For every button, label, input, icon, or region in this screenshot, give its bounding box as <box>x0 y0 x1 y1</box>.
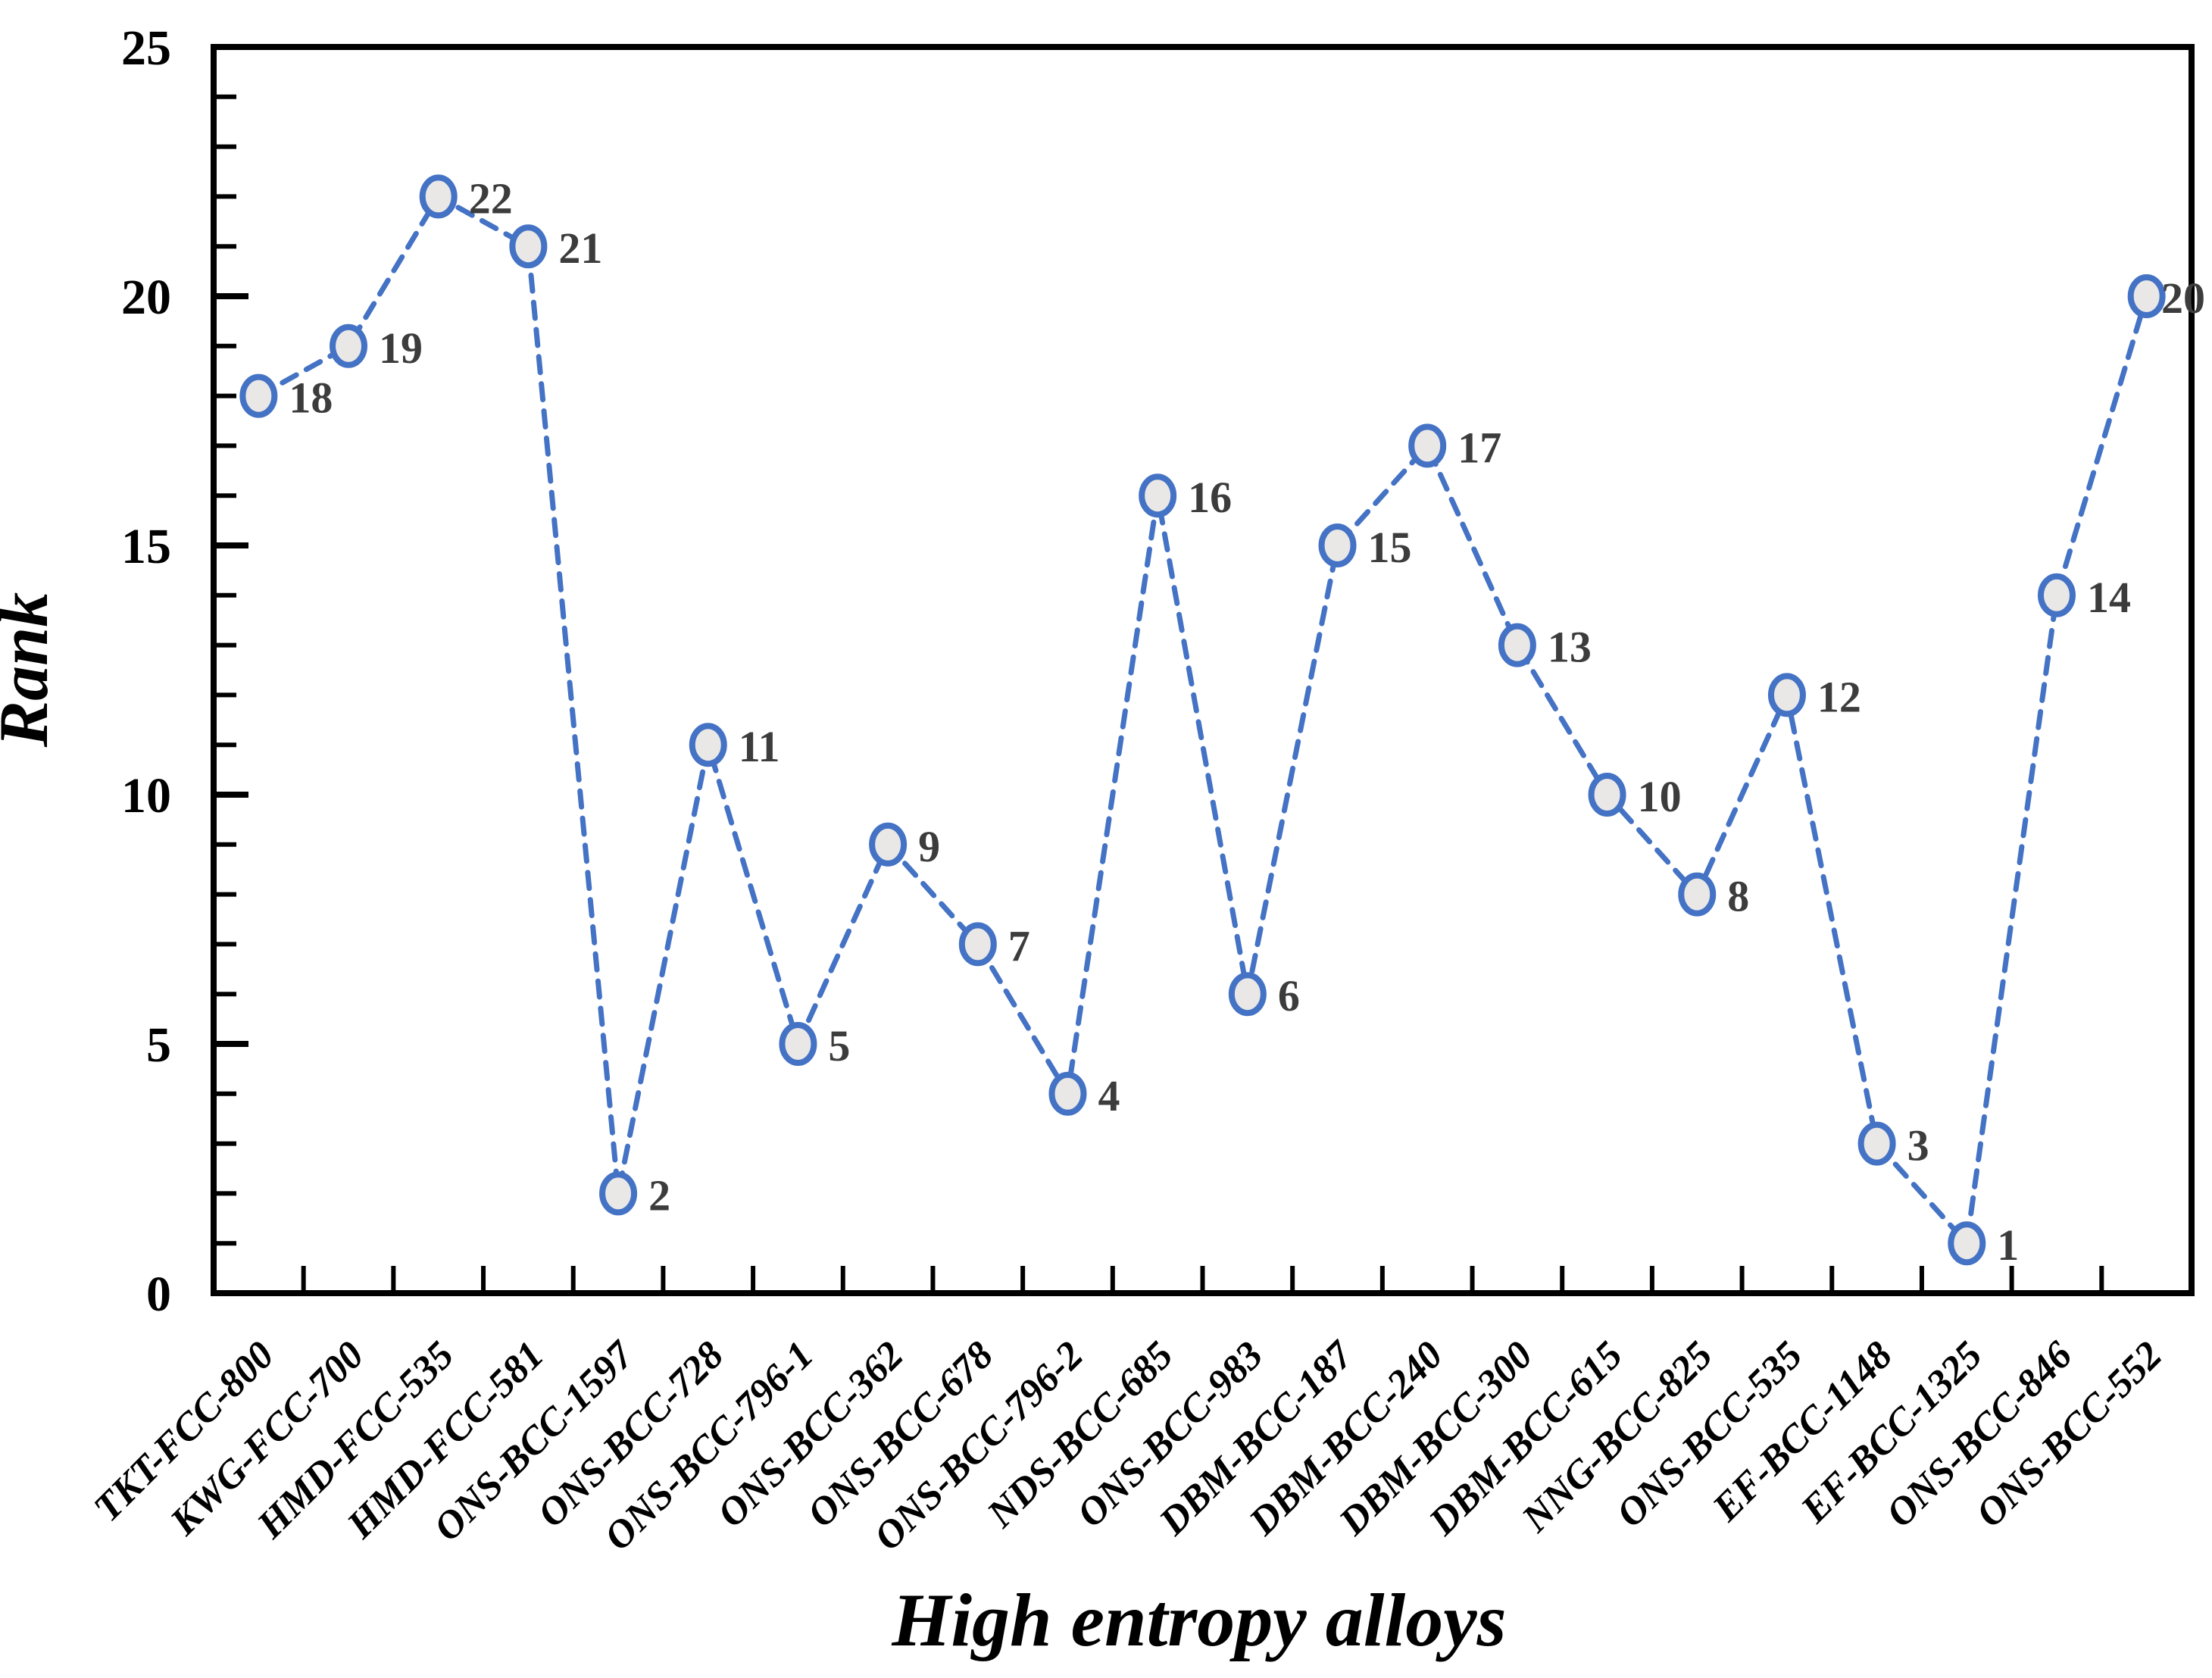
data-point-label: 2 <box>648 1170 670 1220</box>
data-point-marker <box>599 1171 638 1216</box>
data-point-marker <box>1139 473 1177 518</box>
data-point-marker <box>1318 523 1357 567</box>
data-point-label: 3 <box>1907 1121 1929 1170</box>
data-point-marker <box>1767 673 1806 717</box>
y-axis-title: Rank <box>0 592 62 748</box>
data-point-label: 18 <box>289 373 333 423</box>
series-line <box>255 192 2150 1250</box>
data-point-label: 12 <box>1817 672 1861 721</box>
data-point-marker <box>1408 423 1447 468</box>
data-point-marker <box>1048 1071 1087 1116</box>
y-tick-label: 10 <box>121 768 171 823</box>
chart-render-layer: 0 5 10 15 20 25 18 19 22 21 2 11 5 9 7 4 16 6 15 17 13 10 8 12 3… <box>86 20 2205 1559</box>
y-tick-label: 5 <box>146 1017 171 1073</box>
data-point-label: 10 <box>1638 772 1682 821</box>
data-point-marker <box>779 1022 817 1066</box>
y-tick-label: 20 <box>121 270 171 325</box>
data-point-label: 13 <box>1548 623 1592 672</box>
y-tick-label: 25 <box>121 20 171 76</box>
data-point-label: 16 <box>1188 473 1232 522</box>
data-point-marker <box>509 224 548 269</box>
data-point-label: 21 <box>558 223 602 273</box>
data-point-label: 8 <box>1727 872 1749 921</box>
data-point-label: 20 <box>2161 273 2205 323</box>
data-point-label: 14 <box>2087 573 2131 622</box>
data-point-marker <box>2127 274 2166 318</box>
data-point-label: 15 <box>1368 523 1412 572</box>
data-point-label: 4 <box>1098 1071 1120 1120</box>
data-point-marker <box>239 373 278 418</box>
data-point-marker <box>1678 872 1717 917</box>
data-point-label: 9 <box>918 822 940 871</box>
data-point-label: 22 <box>469 173 513 223</box>
data-point-marker <box>869 822 908 867</box>
data-point-marker <box>419 174 458 219</box>
data-point-label: 7 <box>1008 921 1030 970</box>
data-point-label: 5 <box>828 1021 850 1070</box>
data-point-marker <box>689 723 727 767</box>
data-point-marker <box>1498 623 1536 667</box>
data-point-label: 19 <box>379 323 423 373</box>
data-point-marker <box>1948 1221 1986 1266</box>
data-point-label: 1 <box>1997 1220 2019 1270</box>
y-tick-label: 15 <box>121 519 171 574</box>
data-point-marker <box>330 323 368 368</box>
data-point-label: 17 <box>1457 423 1501 472</box>
data-point-marker <box>1588 773 1626 817</box>
data-point-marker <box>958 922 997 967</box>
data-point-label: 11 <box>739 722 780 771</box>
x-axis-title: High entropy alloys <box>891 1578 1506 1662</box>
data-point-marker <box>1857 1121 1896 1166</box>
y-tick-label: 0 <box>146 1267 171 1322</box>
data-point-marker <box>1228 972 1267 1017</box>
data-point-label: 6 <box>1278 971 1300 1020</box>
data-point-marker <box>2037 573 2076 617</box>
